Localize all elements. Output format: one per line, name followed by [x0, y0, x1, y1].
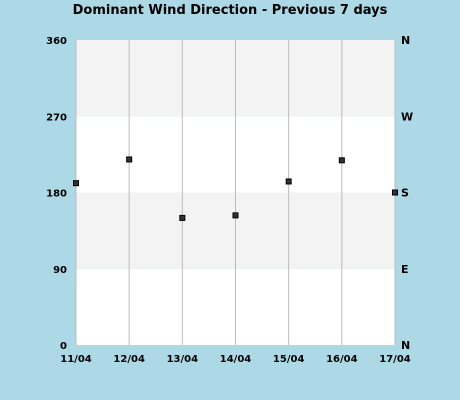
- data-point: [338, 157, 345, 164]
- data-point: [232, 212, 239, 219]
- data-point: [179, 214, 186, 221]
- x-tick-label: 16/04: [326, 354, 358, 365]
- compass-label: E: [401, 263, 409, 276]
- compass-label: N: [401, 339, 410, 352]
- y-tick-label: 270: [46, 112, 67, 123]
- data-point: [73, 180, 79, 187]
- x-axis: 11/04 12/04 13/04 14/04 15/04 16/04 17/04: [60, 354, 411, 365]
- y-tick-label: 360: [46, 36, 67, 47]
- x-tick-label: 17/04: [379, 354, 411, 365]
- y-axis-right: N E S W N: [401, 34, 413, 352]
- x-tick-label: 12/04: [113, 354, 145, 365]
- x-tick-label: 15/04: [273, 354, 305, 365]
- y-tick-label: 180: [46, 189, 67, 200]
- compass-label: S: [401, 187, 409, 200]
- x-tick-label: 11/04: [60, 354, 92, 365]
- y-tick-label: 90: [53, 265, 67, 276]
- data-point: [285, 178, 292, 185]
- y-axis-left: 0 90 180 270 360: [46, 36, 67, 352]
- x-tick-label: 14/04: [220, 354, 252, 365]
- data-point: [392, 189, 398, 196]
- y-tick-label: 0: [60, 341, 67, 352]
- compass-label: W: [401, 110, 413, 123]
- x-tick-label: 13/04: [167, 354, 199, 365]
- chart-title: Dominant Wind Direction - Previous 7 day…: [73, 3, 388, 18]
- data-points: [73, 156, 398, 221]
- grid-lines: [75, 40, 396, 345]
- compass-label: N: [401, 34, 410, 47]
- data-point: [126, 156, 133, 163]
